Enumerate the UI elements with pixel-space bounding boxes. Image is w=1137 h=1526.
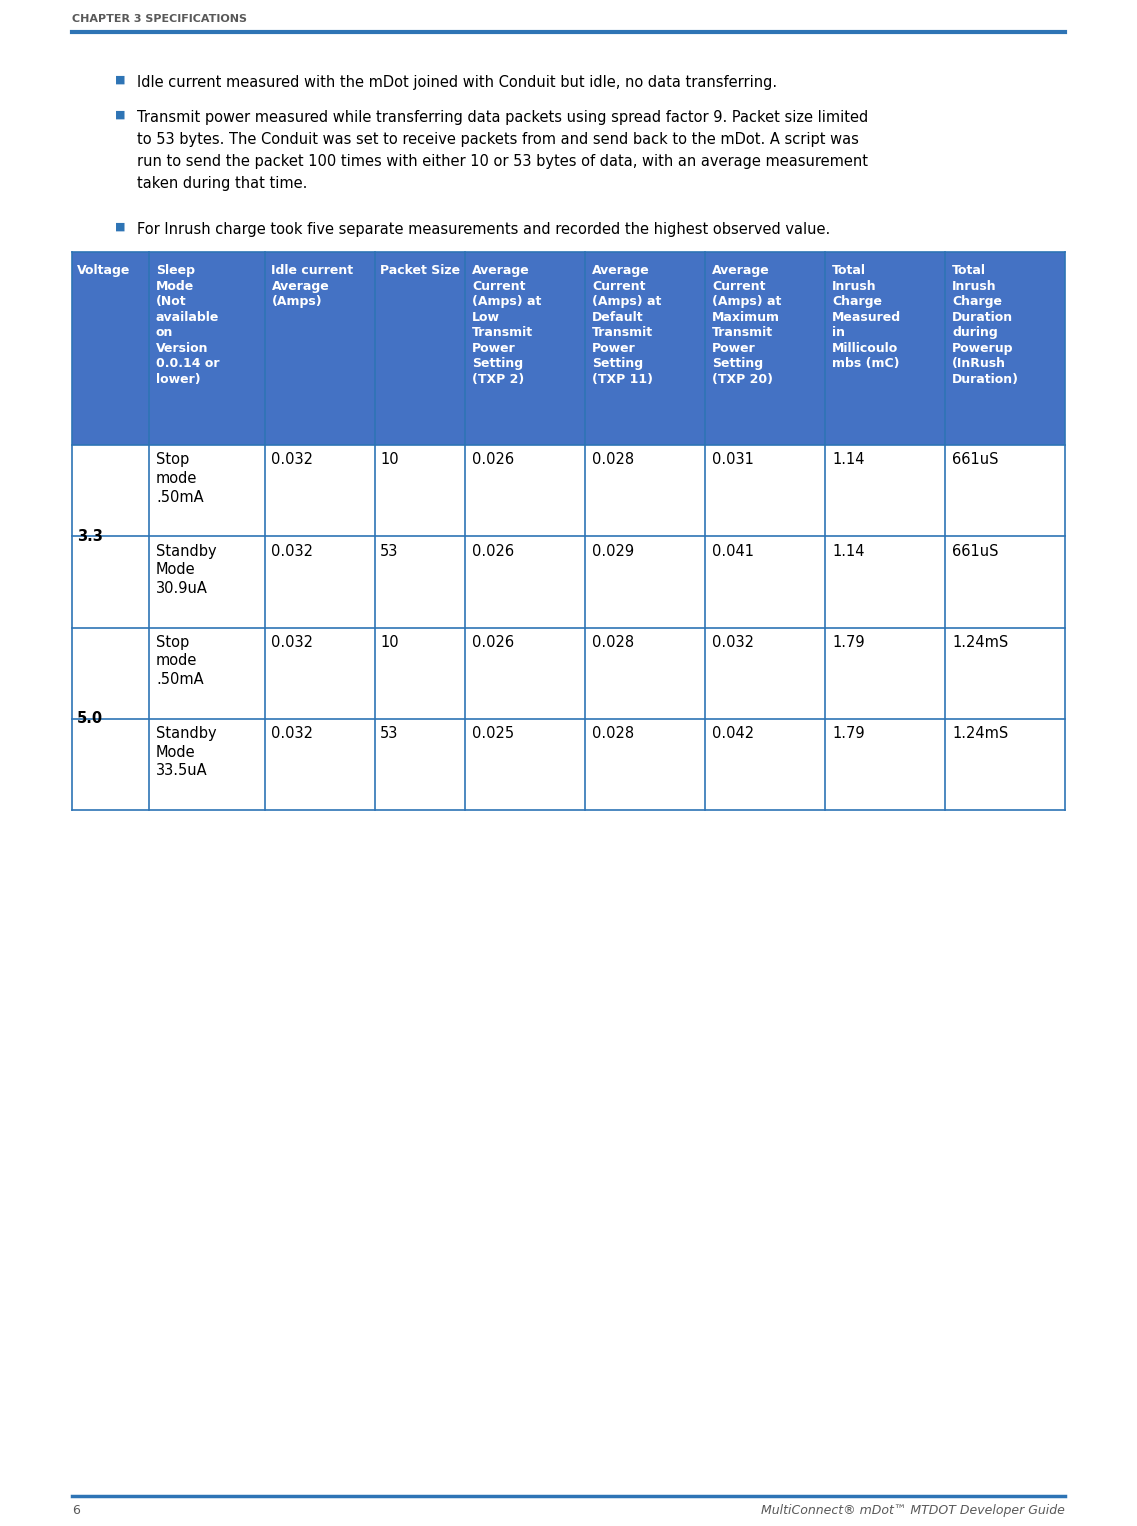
Text: 6: 6 xyxy=(72,1505,80,1517)
Text: Standby
Mode
30.9uA: Standby Mode 30.9uA xyxy=(156,543,216,595)
Text: 1.79: 1.79 xyxy=(832,635,865,650)
Text: Total
Inrush
Charge
Duration
during
Powerup
(InRush
Duration): Total Inrush Charge Duration during Powe… xyxy=(952,264,1019,386)
Text: ■: ■ xyxy=(115,110,125,121)
Text: 1.14: 1.14 xyxy=(832,543,864,559)
Text: Transmit power measured while transferring data packets using spread factor 9. P: Transmit power measured while transferri… xyxy=(136,110,869,125)
Text: 53: 53 xyxy=(380,726,398,742)
Text: 3.3: 3.3 xyxy=(76,528,102,543)
Text: 0.041: 0.041 xyxy=(712,543,754,559)
Text: Standby
Mode
33.5uA: Standby Mode 33.5uA xyxy=(156,726,216,778)
Text: 0.032: 0.032 xyxy=(712,635,754,650)
Text: Voltage: Voltage xyxy=(76,264,130,278)
Bar xyxy=(72,627,1065,719)
Text: 1.24mS: 1.24mS xyxy=(952,635,1009,650)
Text: ■: ■ xyxy=(115,75,125,85)
Text: 1.79: 1.79 xyxy=(832,726,865,742)
Text: 0.025: 0.025 xyxy=(472,726,514,742)
Text: 661uS: 661uS xyxy=(952,543,998,559)
Text: Idle current
Average
(Amps): Idle current Average (Amps) xyxy=(272,264,354,308)
Text: Average
Current
(Amps) at
Low
Transmit
Power
Setting
(TXP 2): Average Current (Amps) at Low Transmit P… xyxy=(472,264,541,386)
Text: CHAPTER 3 SPECIFICATIONS: CHAPTER 3 SPECIFICATIONS xyxy=(72,14,247,24)
Text: Sleep
Mode
(Not
available
on
Version
0.0.14 or
lower): Sleep Mode (Not available on Version 0.0… xyxy=(156,264,219,386)
Text: Idle current measured with the mDot joined with Conduit but idle, no data transf: Idle current measured with the mDot join… xyxy=(136,75,777,90)
Bar xyxy=(72,252,1065,446)
Text: 0.031: 0.031 xyxy=(712,452,754,467)
Text: 661uS: 661uS xyxy=(952,452,998,467)
Text: 10: 10 xyxy=(380,635,399,650)
Text: 53: 53 xyxy=(380,543,398,559)
Text: 1.24mS: 1.24mS xyxy=(952,726,1009,742)
Text: 0.028: 0.028 xyxy=(592,726,634,742)
Text: 0.032: 0.032 xyxy=(272,452,314,467)
Text: 0.028: 0.028 xyxy=(592,635,634,650)
Bar xyxy=(72,719,1065,810)
Text: Packet Size: Packet Size xyxy=(380,264,460,278)
Text: Stop
mode
.50mA: Stop mode .50mA xyxy=(156,635,204,687)
Text: 0.032: 0.032 xyxy=(272,543,314,559)
Text: MultiConnect® mDot™ MTDOT Developer Guide: MultiConnect® mDot™ MTDOT Developer Guid… xyxy=(761,1505,1065,1517)
Text: ■: ■ xyxy=(115,221,125,232)
Text: 0.026: 0.026 xyxy=(472,452,514,467)
Text: to 53 bytes. The Conduit was set to receive packets from and send back to the mD: to 53 bytes. The Conduit was set to rece… xyxy=(136,133,858,146)
Text: 0.032: 0.032 xyxy=(272,726,314,742)
Text: Total
Inrush
Charge
Measured
in
Millicoulo
mbs (mC): Total Inrush Charge Measured in Millicou… xyxy=(832,264,902,371)
Bar xyxy=(72,446,1065,536)
Text: 10: 10 xyxy=(380,452,399,467)
Text: 0.028: 0.028 xyxy=(592,452,634,467)
Text: run to send the packet 100 times with either 10 or 53 bytes of data, with an ave: run to send the packet 100 times with ei… xyxy=(136,154,868,169)
Text: Average
Current
(Amps) at
Maximum
Transmit
Power
Setting
(TXP 20): Average Current (Amps) at Maximum Transm… xyxy=(712,264,781,386)
Text: 5.0: 5.0 xyxy=(76,711,102,726)
Text: 0.026: 0.026 xyxy=(472,543,514,559)
Text: For Inrush charge took five separate measurements and recorded the highest obser: For Inrush charge took five separate mea… xyxy=(136,221,830,237)
Text: 0.032: 0.032 xyxy=(272,635,314,650)
Bar xyxy=(72,536,1065,627)
Text: 0.042: 0.042 xyxy=(712,726,754,742)
Text: 0.029: 0.029 xyxy=(592,543,634,559)
Text: Average
Current
(Amps) at
Default
Transmit
Power
Setting
(TXP 11): Average Current (Amps) at Default Transm… xyxy=(592,264,662,386)
Text: 0.026: 0.026 xyxy=(472,635,514,650)
Text: 1.14: 1.14 xyxy=(832,452,864,467)
Text: Stop
mode
.50mA: Stop mode .50mA xyxy=(156,452,204,505)
Text: taken during that time.: taken during that time. xyxy=(136,175,307,191)
